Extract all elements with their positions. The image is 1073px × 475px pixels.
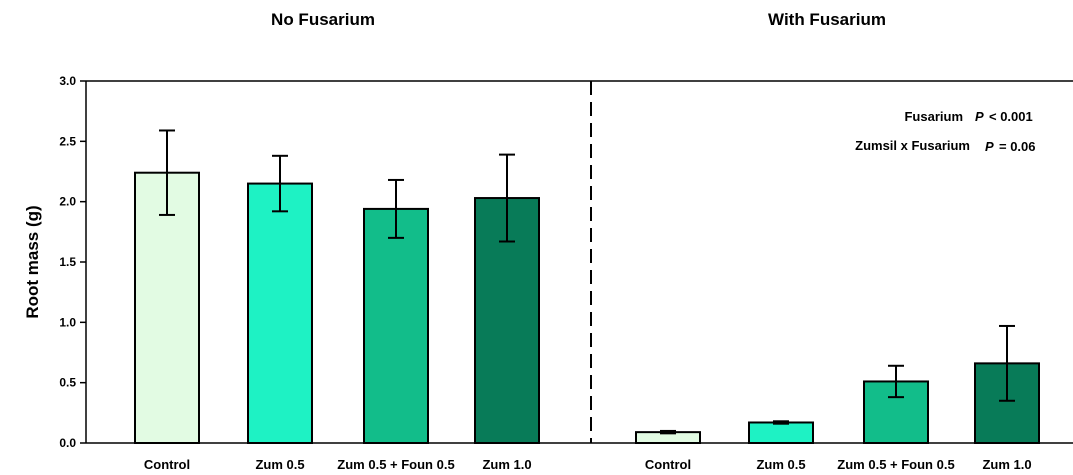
panel-title-with-fusarium: With Fusarium bbox=[768, 10, 886, 29]
bar bbox=[363, 207, 429, 444]
y-axis-label: Root mass (g) bbox=[23, 205, 42, 318]
x-category-label: Control bbox=[144, 457, 190, 472]
x-category-label: Zum 1.0 bbox=[982, 457, 1031, 472]
error-bars bbox=[159, 129, 1015, 435]
stat-p-value-interaction: = 0.06 bbox=[999, 139, 1036, 154]
x-category-label: Zum 0.5 bbox=[756, 457, 805, 472]
stat-label-interaction: Zumsil x Fusarium bbox=[855, 138, 970, 153]
stat-p-symbol-fusarium: P bbox=[975, 109, 984, 124]
y-tick-label: 2.0 bbox=[59, 195, 76, 209]
y-tick-label: 1.0 bbox=[59, 315, 76, 329]
y-tick-label: 1.5 bbox=[59, 255, 76, 269]
stats-annotation: Fusarium P < 0.001 Zumsil x Fusarium P =… bbox=[855, 109, 1035, 154]
y-tick-label: 3.0 bbox=[59, 74, 76, 88]
y-tick-label: 2.5 bbox=[59, 134, 76, 148]
bar bbox=[247, 182, 313, 444]
panel-title-no-fusarium: No Fusarium bbox=[271, 10, 375, 29]
category-labels: Control Zum 0.5 Zum 0.5 + Foun 0.5 Zum 1.0 C… bbox=[144, 457, 1032, 472]
x-category-label: Zum 0.5 bbox=[255, 457, 304, 472]
y-ticks: 0.0 0.5 1.0 1.5 2.0 2.5 3.0 bbox=[59, 74, 86, 450]
x-category-label: Zum 0.5 + Foun 0.5 bbox=[337, 457, 454, 472]
y-tick-label: 0.0 bbox=[59, 436, 76, 450]
x-category-label: Control bbox=[645, 457, 691, 472]
bars bbox=[134, 171, 1040, 445]
stat-p-value-fusarium: < 0.001 bbox=[989, 109, 1033, 124]
x-category-label: Zum 1.0 bbox=[482, 457, 531, 472]
stat-p-symbol-interaction: P bbox=[985, 139, 994, 154]
stat-label-fusarium: Fusarium bbox=[904, 109, 963, 124]
bar bbox=[134, 171, 200, 444]
bar bbox=[748, 421, 814, 444]
x-category-label: Zum 0.5 + Foun 0.5 bbox=[837, 457, 954, 472]
y-tick-label: 0.5 bbox=[59, 376, 76, 390]
